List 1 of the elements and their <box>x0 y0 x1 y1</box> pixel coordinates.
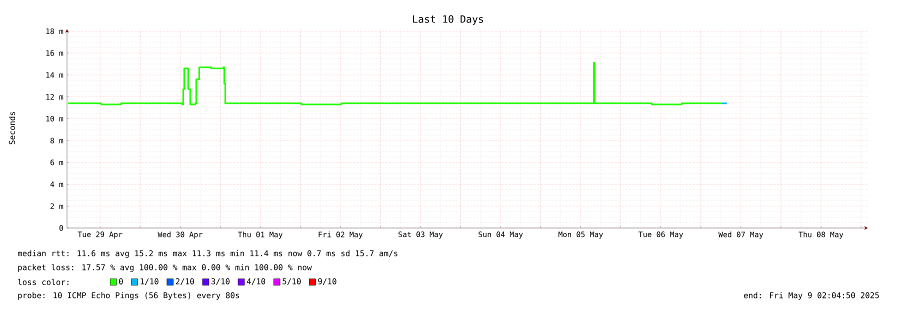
chart-title: Last 10 Days <box>413 15 484 25</box>
